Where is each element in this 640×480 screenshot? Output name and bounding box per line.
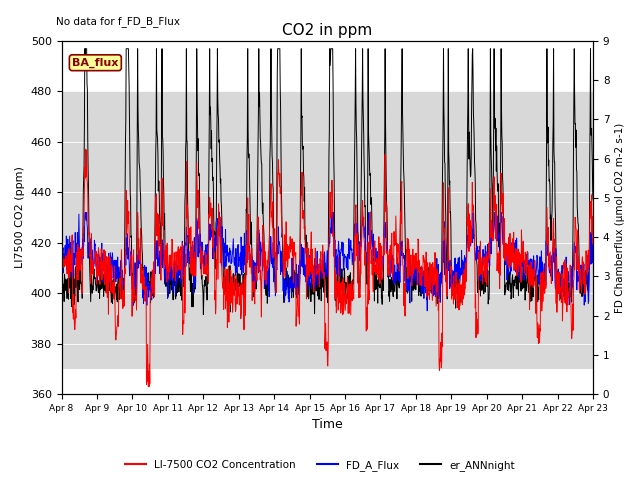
Title: CO2 in ppm: CO2 in ppm	[282, 24, 372, 38]
Y-axis label: LI7500 CO2 (ppm): LI7500 CO2 (ppm)	[15, 167, 25, 268]
Text: No data for f_FD_B_Flux: No data for f_FD_B_Flux	[56, 16, 180, 27]
Y-axis label: FD Chamberflux (μmol CO2 m-2 s-1): FD Chamberflux (μmol CO2 m-2 s-1)	[615, 122, 625, 312]
Text: BA_flux: BA_flux	[72, 58, 118, 68]
Bar	[61, 91, 593, 369]
X-axis label: Time: Time	[312, 419, 342, 432]
Legend: LI-7500 CO2 Concentration, FD_A_Flux, er_ANNnight: LI-7500 CO2 Concentration, FD_A_Flux, er…	[121, 456, 519, 475]
